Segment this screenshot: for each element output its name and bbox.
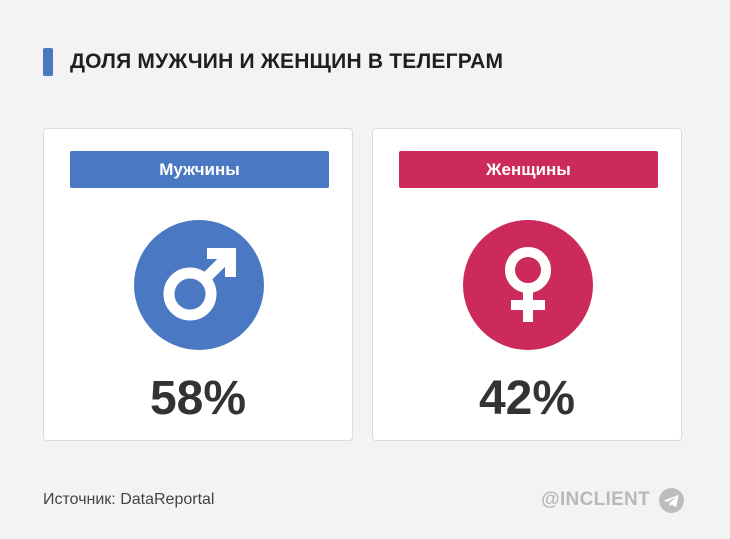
female-label-badge: Женщины	[399, 151, 658, 188]
page-title: ДОЛЯ МУЖЧИН И ЖЕНЩИН В ТЕЛЕГРАМ	[70, 50, 504, 73]
male-label-badge: Мужчины	[70, 151, 329, 188]
male-symbol-icon	[134, 220, 264, 350]
female-symbol-icon	[463, 220, 593, 350]
female-percentage: 42%	[478, 372, 576, 425]
brand-handle[interactable]: @INCLIENT	[541, 489, 650, 510]
male-percentage: 58%	[149, 372, 247, 425]
title-accent-bar	[43, 48, 53, 76]
telegram-icon[interactable]	[659, 488, 684, 513]
female-card: Женщины 42%	[372, 128, 682, 441]
male-card: Мужчины 58%	[43, 128, 353, 441]
source-note: Источник: DataReportal	[43, 491, 215, 508]
